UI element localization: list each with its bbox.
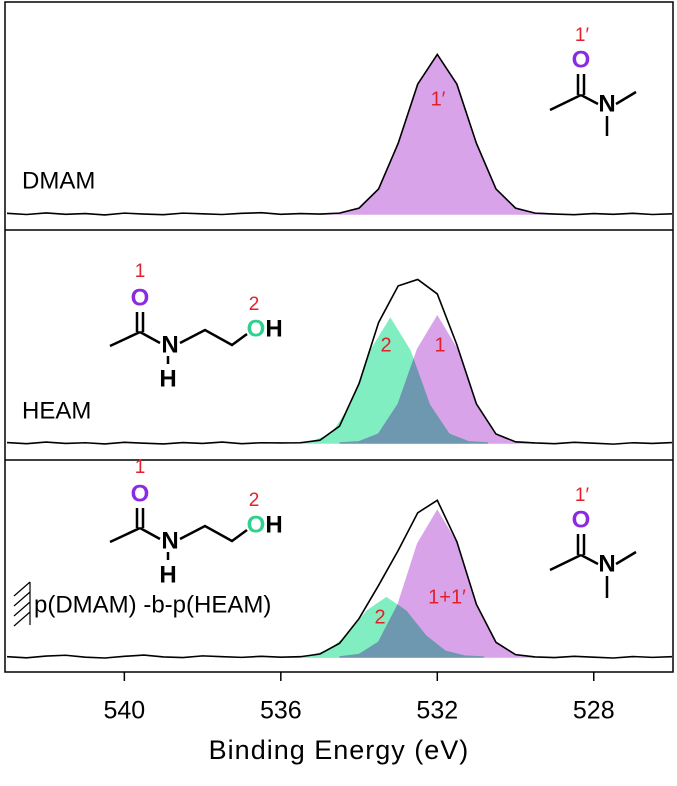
peak-label: 2 (374, 606, 385, 628)
bonds (549, 534, 637, 598)
site-label: 1′ (575, 25, 590, 46)
x-tick-label: 528 (573, 697, 615, 725)
atom: O (572, 46, 591, 73)
bonds (109, 312, 248, 364)
atom: O (572, 506, 591, 533)
atom: N (598, 550, 615, 577)
peak-component (319, 53, 555, 215)
x-axis-label: Binding Energy (eV) (209, 735, 470, 765)
panel-label: p(DMAM) -b-p(HEAM) (34, 591, 271, 618)
atom: H (265, 315, 282, 342)
molecule: 1 O N H 2 O H (109, 457, 283, 588)
peak-label: 1 (434, 334, 445, 356)
atom: O (131, 480, 150, 507)
atom: H (159, 561, 176, 588)
atom: N (161, 331, 178, 358)
site-label: 1 (135, 261, 146, 282)
molecule: 1′ O N (549, 485, 637, 598)
molecule: 1′ O N (549, 25, 637, 136)
hatch-mark (13, 581, 31, 627)
bonds (109, 508, 248, 560)
molecule: 1 O N H 2 O H (109, 261, 283, 392)
spectrum-line (6, 52, 673, 216)
panel-label: HEAM (22, 397, 91, 424)
site-label: 2 (249, 490, 260, 511)
atom: O (247, 315, 266, 342)
site-label: 2 (249, 294, 260, 315)
atom: O (247, 511, 266, 538)
atom: O (131, 284, 150, 311)
atom: H (265, 511, 282, 538)
peak-label: 2 (380, 334, 391, 356)
spectrum-line (6, 499, 673, 659)
x-tick-label: 536 (260, 697, 302, 725)
site-label: 1′ (575, 485, 590, 506)
peak-label: 1+1′ (428, 586, 466, 608)
atom: H (159, 365, 176, 392)
bonds (549, 74, 637, 136)
plot-frame (4, 1, 674, 673)
atom: N (161, 527, 178, 554)
panel-label: DMAM (22, 167, 95, 194)
site-label: 1 (135, 457, 146, 478)
peak-label: 1′ (431, 88, 446, 110)
spectrum-line (6, 278, 673, 445)
atom: N (598, 90, 615, 117)
x-tick-label: 532 (416, 697, 458, 725)
marks (6, 52, 673, 659)
x-tick-label: 540 (103, 697, 145, 725)
